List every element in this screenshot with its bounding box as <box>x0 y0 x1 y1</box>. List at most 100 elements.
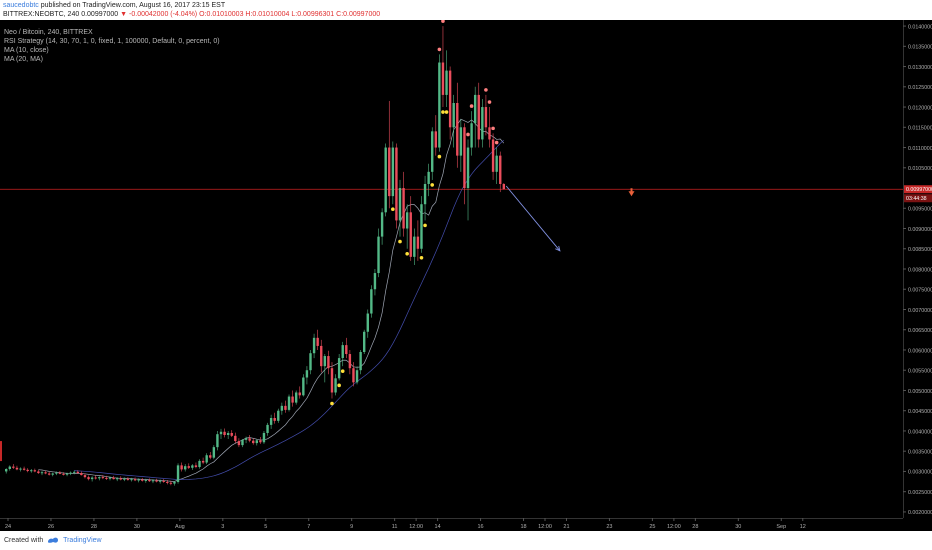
candle-body <box>65 473 69 475</box>
left-edge-marker <box>0 441 2 462</box>
buy-signal-dot <box>441 110 445 114</box>
x-tick-label: 24 <box>5 524 11 530</box>
candle-body <box>26 469 29 472</box>
ma-fast-line <box>38 118 505 482</box>
candle-body <box>391 147 395 197</box>
x-tick-label: 25 <box>649 524 655 530</box>
down-marker-stem <box>630 188 633 192</box>
candle-body <box>212 447 216 458</box>
candle-body <box>466 147 470 189</box>
candle-body <box>216 434 219 448</box>
publish-text: published on TradingView.com, August 16,… <box>40 2 226 9</box>
y-tick-label: 0.00200000 <box>908 510 932 516</box>
candle-body <box>194 465 198 467</box>
candle-body <box>452 103 455 128</box>
candle-body <box>94 477 97 479</box>
candle-body <box>55 472 58 474</box>
buy-signal-dot <box>419 256 424 260</box>
legend-ma-fast[interactable]: MA (10, close) <box>4 47 49 54</box>
candle-body <box>30 470 33 472</box>
candle-body <box>431 131 434 172</box>
candle-body <box>169 482 173 484</box>
candle-body <box>262 432 266 443</box>
candle-body <box>201 460 205 463</box>
candle-body <box>105 477 108 479</box>
candle-body <box>5 469 8 472</box>
x-tick-label: 9 <box>350 524 353 530</box>
candle-body <box>241 439 244 446</box>
x-tick-label: 12:00 <box>667 524 681 530</box>
candle-body <box>380 212 384 237</box>
candle-body <box>352 368 355 383</box>
legend-ma-slow[interactable]: MA (20, MA) <box>4 56 43 63</box>
candle-body <box>112 477 115 480</box>
candle-body <box>255 440 258 444</box>
candle-body <box>330 368 334 393</box>
symbol-label: BITTREX:NEOBTC, 240 <box>3 11 80 18</box>
candle-body <box>423 183 427 205</box>
candle-body <box>166 481 169 483</box>
candle-body <box>294 392 298 403</box>
legend-title: Neo / Bitcoin, 240, BITTREX <box>4 29 93 36</box>
down-arrow-icon: ▼ <box>120 11 128 18</box>
y-tick-label: 0.00300000 <box>908 470 932 476</box>
candle-body <box>348 354 352 369</box>
buy-signal-dot <box>340 369 345 373</box>
chart-panel[interactable]: 0.01400000 0.01350000 0.01300000 0.01250000… <box>0 20 932 531</box>
candle-body <box>198 460 201 467</box>
legend-strategy[interactable]: RSI Strategy (14, 30, 70, 1, 0, fixed, 1… <box>4 38 220 45</box>
publish-info: saucedobtc published on TradingView.com,… <box>3 1 225 10</box>
y-tick-label: 0.00450000 <box>908 409 932 415</box>
candle-body <box>320 345 323 367</box>
candle-body <box>119 478 122 480</box>
candle-body <box>19 468 22 470</box>
footer-bar: Created with TradingView <box>0 531 932 550</box>
candle-body <box>434 131 437 148</box>
candle-body <box>316 337 319 346</box>
candle-body <box>133 479 137 481</box>
candle-body <box>377 236 380 274</box>
candle-body <box>101 477 105 479</box>
price-chart[interactable]: 0.01400000 0.01350000 0.01300000 0.01250000… <box>0 20 932 531</box>
candle-body <box>141 479 144 481</box>
candle-body <box>384 147 387 213</box>
y-tick-label: 0.00750000 <box>908 288 932 294</box>
ohlc-line: BITTREX:NEOBTC, 240 0.00997000 ▼ -0.0004… <box>3 10 380 19</box>
x-tick-label: 23 <box>606 524 612 530</box>
publish-header: saucedobtc published on TradingView.com,… <box>0 0 932 20</box>
candle-body <box>341 345 344 359</box>
candle-body <box>277 410 280 421</box>
candle-body <box>309 353 312 371</box>
tradingview-brand[interactable]: TradingView <box>63 536 102 544</box>
candle-body <box>58 472 62 474</box>
x-tick-label: 7 <box>307 524 310 530</box>
candle-body <box>413 236 416 257</box>
projection-arrow-line <box>505 185 561 252</box>
down-marker-icon <box>628 191 635 197</box>
candle-body <box>280 405 284 411</box>
candle-body <box>162 480 165 482</box>
y-tick-label: 0.01300000 <box>908 65 932 71</box>
candle-body <box>98 477 101 479</box>
candle-body <box>87 477 90 480</box>
candle-body <box>398 188 402 221</box>
high-value: H:0.01010004 <box>245 11 290 18</box>
candle-body <box>334 378 337 393</box>
candle-body <box>219 431 223 435</box>
close-value: C:0.00997000 <box>336 11 381 18</box>
y-tick-label: 0.00900000 <box>908 227 932 233</box>
candle-body <box>8 466 11 470</box>
y-tick-label: 0.00700000 <box>908 308 932 314</box>
candle-body <box>269 417 273 425</box>
candle-body <box>366 313 369 332</box>
buy-signal-dot <box>337 383 341 388</box>
y-tick-label: 0.00350000 <box>908 449 932 455</box>
candle-body <box>234 435 237 442</box>
candle-body <box>395 147 398 221</box>
x-tick-label: Aug <box>175 524 185 530</box>
candle-body <box>405 212 409 229</box>
candle-body <box>223 431 226 435</box>
x-tick-label: 28 <box>692 524 698 530</box>
candle-body <box>205 455 208 463</box>
author-name[interactable]: saucedobtc <box>3 2 39 9</box>
